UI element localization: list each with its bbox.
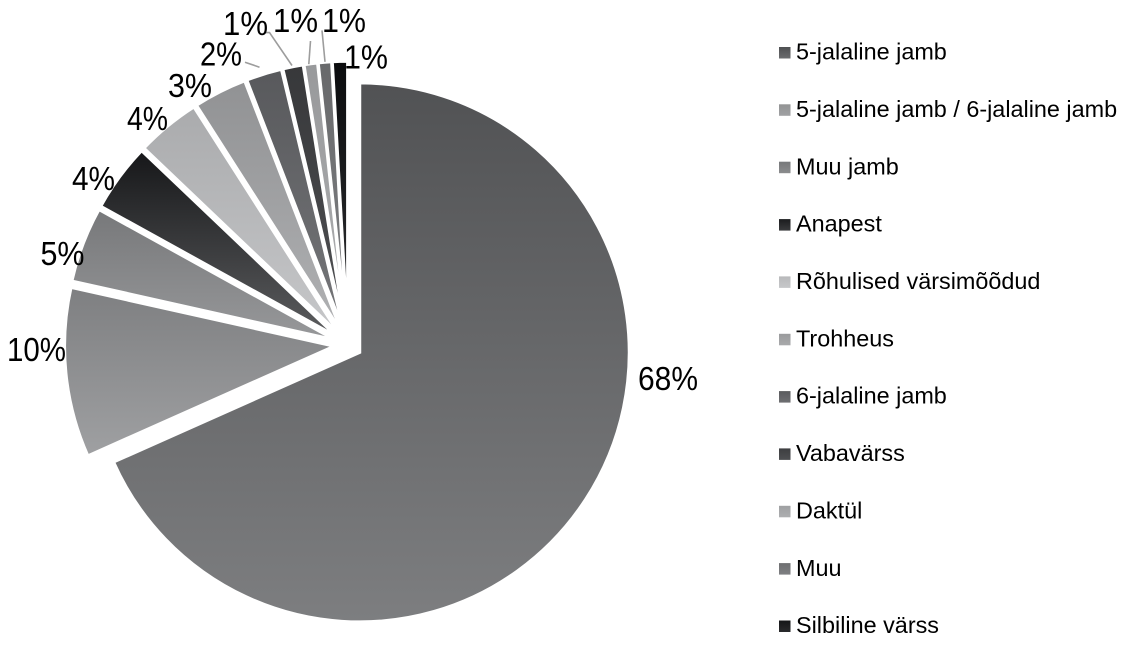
svg-text:5-jalaline jamb / 6-jalaline j: 5-jalaline jamb / 6-jalaline jamb: [796, 96, 1117, 122]
svg-text:5%: 5%: [41, 235, 85, 272]
svg-text:Muu jamb: Muu jamb: [796, 153, 899, 179]
svg-text:4%: 4%: [127, 100, 168, 137]
svg-text:5-jalaline jamb: 5-jalaline jamb: [796, 39, 947, 65]
svg-text:Rõhulised värsimõõdud: Rõhulised värsimõõdud: [796, 268, 1040, 294]
svg-text:4%: 4%: [72, 160, 115, 197]
svg-text:10%: 10%: [7, 331, 66, 368]
svg-text:3%: 3%: [168, 67, 212, 104]
svg-text:Trohheus: Trohheus: [796, 325, 894, 351]
svg-text:Muu: Muu: [796, 555, 842, 581]
svg-text:68%: 68%: [638, 360, 698, 397]
svg-text:1%: 1%: [273, 2, 318, 39]
svg-text:2%: 2%: [200, 36, 242, 73]
svg-text:1%: 1%: [322, 2, 366, 39]
svg-text:1%: 1%: [344, 39, 388, 76]
svg-text:Daktül: Daktül: [796, 497, 862, 523]
svg-text:6-jalaline jamb: 6-jalaline jamb: [796, 383, 947, 409]
svg-text:1%: 1%: [223, 5, 268, 42]
svg-text:Silbiline värss: Silbiline värss: [796, 612, 939, 638]
svg-text:Anapest: Anapest: [796, 211, 882, 237]
svg-text:Vabavärss: Vabavärss: [796, 440, 905, 466]
